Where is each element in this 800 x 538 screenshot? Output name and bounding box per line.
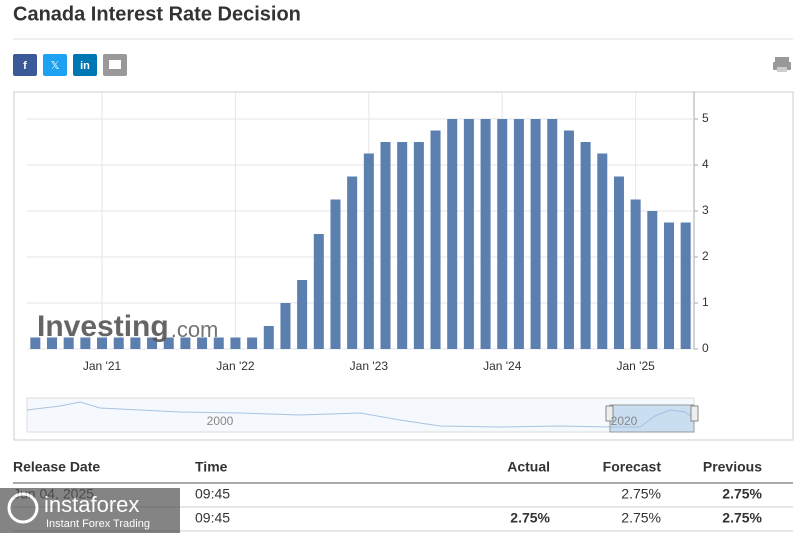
bar — [380, 142, 391, 349]
bar — [663, 222, 674, 349]
linkedin-icon: in — [80, 60, 90, 72]
column-header: Previous — [703, 459, 762, 475]
bar — [97, 337, 108, 349]
bar — [363, 153, 374, 349]
bar — [247, 337, 258, 349]
navigator-window — [609, 404, 695, 433]
bar — [113, 337, 124, 349]
x-tick-label: Jan '22 — [216, 359, 255, 373]
bar — [147, 337, 158, 349]
table-cell: 09:45 — [195, 486, 230, 502]
brand-watermark: .com — [171, 317, 219, 342]
bar — [430, 130, 441, 349]
bar — [580, 142, 591, 349]
table-cell: 2.75% — [510, 510, 550, 526]
print-icon — [775, 57, 789, 63]
x-button[interactable] — [43, 54, 67, 76]
bar — [297, 280, 308, 349]
navigator-handle[interactable] — [690, 405, 699, 422]
bar — [480, 119, 491, 349]
column-header: Actual — [507, 459, 550, 475]
y-tick-label: 1 — [702, 295, 709, 309]
watermark-tagline: Instant Forex Trading — [46, 518, 150, 530]
table-cell: 2.75% — [621, 510, 661, 526]
x-tick-label: Jan '21 — [83, 359, 122, 373]
y-tick-label: 0 — [702, 341, 709, 355]
watermark: instaforex Instant Forex Trading — [0, 488, 180, 533]
table-cell: 2.75% — [722, 486, 762, 502]
bar — [313, 234, 324, 349]
bar — [180, 337, 191, 349]
column-header: Time — [195, 459, 228, 475]
bar — [647, 211, 658, 349]
bar — [530, 119, 541, 349]
bar — [397, 142, 408, 349]
bar — [30, 337, 41, 349]
bar — [547, 119, 558, 349]
column-header: Release Date — [13, 459, 100, 475]
navigator-handle[interactable] — [605, 405, 614, 422]
watermark-logo — [7, 492, 39, 524]
watermark-brand: instaforex — [44, 492, 139, 517]
facebook-icon: f — [23, 60, 27, 72]
page-title: Canada Interest Rate Decision — [13, 3, 301, 25]
bar — [563, 130, 574, 349]
bar — [263, 326, 274, 349]
bar — [330, 199, 341, 349]
bar — [347, 176, 358, 349]
navigator-line — [26, 401, 695, 428]
bar — [597, 153, 608, 349]
bar — [130, 337, 141, 349]
bar — [80, 337, 91, 349]
bar — [463, 119, 474, 349]
x-icon: 𝕏 — [51, 60, 60, 72]
email-icon — [109, 60, 121, 69]
bar — [230, 337, 241, 349]
bar — [513, 119, 524, 349]
table-cell: 2.75% — [722, 510, 762, 526]
navigator: 2000 2020 — [26, 397, 699, 433]
share-buttons: f 𝕏 in — [13, 54, 127, 76]
navigator-label: 2020 — [611, 414, 638, 428]
y-tick-label: 4 — [702, 157, 709, 171]
print-button[interactable] — [773, 57, 791, 72]
bar — [47, 337, 58, 349]
table-cell: 09:45 — [195, 510, 230, 526]
bar — [630, 199, 641, 349]
bar — [280, 303, 291, 349]
bar — [413, 142, 424, 349]
y-tick-label: 3 — [702, 203, 709, 217]
bar — [163, 337, 174, 349]
navigator-label: 2000 — [207, 414, 234, 428]
facebook-button[interactable] — [13, 54, 37, 76]
bar — [63, 337, 74, 349]
chart-frame — [13, 91, 794, 441]
column-header: Forecast — [603, 459, 662, 475]
bar — [447, 119, 458, 349]
bar — [213, 337, 224, 349]
bar — [680, 222, 691, 349]
bar — [613, 176, 624, 349]
chart: 0 1 2 3 4 5 Jan '21 Jan '22 Jan '23 Jan '24 Jan '2… — [27, 92, 709, 373]
print-icon — [777, 67, 787, 72]
y-tick-label: 5 — [702, 111, 709, 125]
brand-watermark: Investing — [37, 310, 169, 343]
table-cell: 2.75% — [621, 486, 661, 502]
x-tick-label: Jan '24 — [483, 359, 522, 373]
y-tick-label: 2 — [702, 249, 709, 263]
bar — [497, 119, 508, 349]
bar — [197, 337, 208, 349]
x-tick-label: Jan '23 — [350, 359, 389, 373]
x-tick-label: Jan '25 — [616, 359, 655, 373]
linkedin-button[interactable] — [73, 54, 97, 76]
